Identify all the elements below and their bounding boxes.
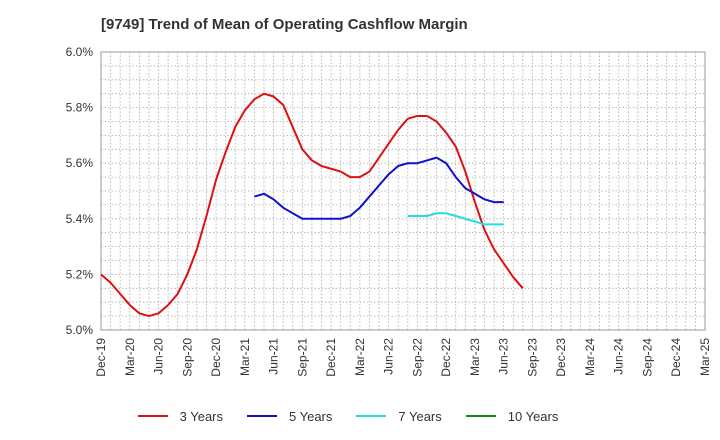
- x-tick-label: Mar-23: [468, 338, 482, 376]
- y-tick-label: 5.0%: [66, 323, 94, 337]
- y-tick-label: 5.2%: [66, 267, 94, 281]
- legend: 3 Years 5 Years 7 Years 10 Years: [0, 404, 720, 428]
- x-tick-label: Mar-25: [698, 338, 712, 376]
- x-tick-label: Jun-24: [612, 338, 626, 375]
- x-tick-label: Dec-23: [554, 338, 568, 377]
- legend-item-3-years: 3 Years: [137, 404, 223, 428]
- x-tick-label: Mar-20: [123, 338, 137, 376]
- legend-item-7-years: 7 Years: [356, 404, 442, 428]
- x-tick-label: Sep-20: [180, 338, 194, 377]
- x-tick-label: Dec-19: [94, 338, 108, 377]
- line-chart: 5.0% 5.2% 5.4% 5.6% 5.8% 6.0% Dec-19 Mar-20 Jun…: [66, 45, 712, 377]
- x-tick-label: Sep-23: [525, 338, 539, 377]
- series-line-3-years: [100, 92, 524, 318]
- plot-area-border: [100, 51, 706, 331]
- y-tick-label: 5.4%: [66, 212, 94, 226]
- y-axis-ticks: 5.0% 5.2% 5.4% 5.6% 5.8% 6.0%: [66, 45, 94, 337]
- x-tick-label: Sep-21: [295, 338, 309, 377]
- y-tick-label: 6.0%: [66, 45, 94, 59]
- grid-lines: [100, 51, 706, 331]
- x-tick-label: Dec-22: [439, 338, 453, 377]
- legend-label: 5 Years: [289, 408, 333, 424]
- x-tick-label: Jun-22: [382, 338, 396, 375]
- legend-swatch: [247, 415, 277, 417]
- chart-title: [9749] Trend of Mean of Operating Cashfl…: [101, 16, 468, 33]
- legend-item-10-years: 10 Years: [465, 404, 559, 428]
- series-line-7-years: [407, 212, 504, 226]
- x-axis-ticks: Dec-19 Mar-20 Jun-20 Sep-20 Dec-20 Mar-21 Jun-…: [94, 338, 712, 377]
- x-tick-label: Jun-23: [497, 338, 511, 375]
- legend-swatch: [137, 415, 168, 417]
- x-tick-label: Jun-20: [152, 338, 166, 375]
- x-tick-label: Dec-21: [324, 338, 338, 377]
- x-tick-label: Sep-24: [640, 338, 654, 377]
- x-tick-label: Mar-24: [583, 338, 597, 376]
- legend-swatch: [465, 415, 496, 417]
- legend-label: 10 Years: [507, 408, 559, 424]
- x-tick-label: Sep-22: [410, 338, 424, 377]
- x-tick-label: Dec-20: [209, 338, 223, 377]
- x-tick-label: Mar-21: [238, 338, 252, 376]
- y-tick-label: 5.8%: [66, 101, 94, 115]
- y-tick-label: 5.6%: [66, 156, 94, 170]
- x-tick-label: Dec-24: [669, 338, 683, 377]
- x-tick-label: Jun-21: [267, 338, 281, 375]
- legend-label: 3 Years: [179, 408, 223, 424]
- series-lines: [100, 92, 524, 318]
- series-line-5-years: [254, 156, 504, 220]
- legend-label: 7 Years: [398, 408, 442, 424]
- x-tick-label: Mar-22: [353, 338, 367, 376]
- legend-swatch: [356, 415, 387, 417]
- legend-item-5-years: 5 Years: [247, 404, 332, 428]
